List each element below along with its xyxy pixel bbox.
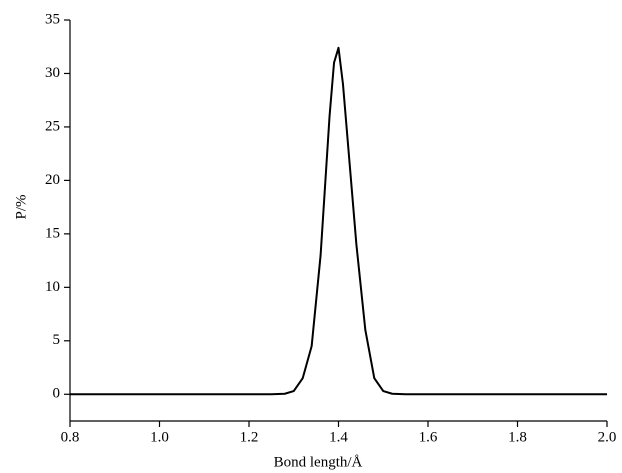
y-tick-label: 30 bbox=[45, 65, 60, 81]
y-tick-label: 0 bbox=[53, 386, 61, 402]
y-tick-label: 35 bbox=[45, 11, 60, 27]
x-tick-label: 2.0 bbox=[598, 429, 617, 445]
y-tick-label: 15 bbox=[45, 225, 60, 241]
line-series bbox=[70, 46, 607, 396]
y-tick-label: 25 bbox=[45, 118, 60, 134]
y-tick-label: 10 bbox=[45, 279, 60, 295]
x-tick-label: 1.6 bbox=[419, 429, 438, 445]
y-tick-label: 5 bbox=[53, 332, 61, 348]
x-tick-label: 1.0 bbox=[150, 429, 169, 445]
y-axis-label: P/% bbox=[13, 194, 29, 219]
x-tick-label: 1.8 bbox=[508, 429, 527, 445]
x-tick-label: 1.2 bbox=[240, 429, 259, 445]
x-tick-label: 1.4 bbox=[329, 429, 348, 445]
x-tick-label: 0.8 bbox=[61, 429, 80, 445]
y-tick-label: 20 bbox=[45, 172, 60, 188]
x-axis-label: Bond length/Å bbox=[274, 454, 363, 470]
